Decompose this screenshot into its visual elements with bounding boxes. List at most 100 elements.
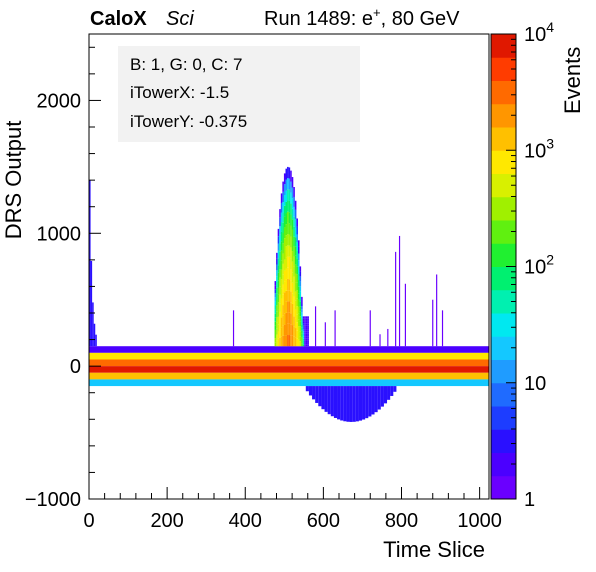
pulse-cell bbox=[301, 306, 303, 310]
pulse-cell bbox=[280, 212, 283, 223]
undershoot-cell bbox=[365, 386, 369, 419]
pulse-cell bbox=[274, 289, 277, 294]
pulse-cell bbox=[296, 314, 298, 323]
pulse-cell bbox=[283, 249, 286, 260]
pulse-cell bbox=[285, 257, 288, 269]
z-tick-label: 1 bbox=[524, 489, 535, 511]
pulse-cell bbox=[290, 225, 292, 237]
pulse-cell bbox=[290, 269, 292, 281]
pulse-cell bbox=[279, 269, 281, 278]
undershoot-cell bbox=[321, 386, 325, 410]
pulse-cell bbox=[297, 326, 300, 333]
pulse-cell bbox=[282, 294, 284, 306]
pulse-cell bbox=[297, 266, 300, 274]
y-axis-label: DRS Output bbox=[1, 121, 26, 240]
pulse-cell bbox=[287, 189, 289, 201]
pulse-cell bbox=[304, 318, 306, 321]
pulse-cell bbox=[282, 305, 284, 316]
pulse-cell bbox=[296, 282, 298, 291]
undershoot-cell bbox=[393, 386, 397, 392]
pulse-cell bbox=[299, 316, 302, 322]
undershoot-cell bbox=[368, 386, 372, 417]
pulse-cell bbox=[294, 246, 297, 256]
pulse-cell bbox=[291, 261, 294, 273]
noise-spike bbox=[404, 283, 406, 347]
run-label: Run 1489: e+, 80 GeV bbox=[264, 5, 460, 30]
x-tick-label: 400 bbox=[229, 510, 262, 532]
pulse-cell bbox=[301, 321, 303, 325]
z-tick-label: 104 bbox=[524, 19, 554, 46]
pulse-cell bbox=[296, 322, 298, 331]
pulse-cell bbox=[279, 260, 281, 270]
pulse-cell bbox=[280, 327, 283, 337]
pulse-cell bbox=[302, 321, 305, 324]
pulse-cell bbox=[283, 292, 286, 304]
pulse-cell bbox=[279, 286, 281, 295]
pulse-cell bbox=[297, 246, 300, 254]
pulse-cell bbox=[274, 305, 277, 310]
undershoot-cell bbox=[380, 386, 384, 407]
pulse-cell bbox=[293, 256, 295, 267]
pulse-cell bbox=[274, 342, 277, 347]
undershoot-cell bbox=[324, 386, 328, 412]
pulse-cell bbox=[288, 200, 291, 213]
pulse-cell bbox=[288, 312, 291, 324]
undershoot-cell bbox=[330, 386, 334, 417]
pulse-cell bbox=[305, 316, 308, 319]
pulse-cell bbox=[280, 317, 283, 328]
pulse-cell bbox=[301, 315, 303, 319]
pulse-cell bbox=[293, 246, 295, 257]
pulse-cell bbox=[285, 224, 288, 236]
pulse-cell bbox=[277, 272, 280, 281]
pulse-cell bbox=[276, 299, 278, 306]
pulse-cell bbox=[276, 328, 278, 335]
pulse-cell bbox=[294, 300, 297, 310]
pulse-cell bbox=[294, 237, 297, 247]
noise-spike bbox=[441, 310, 444, 347]
pulse-cell bbox=[294, 337, 297, 347]
pulse-cell bbox=[305, 327, 308, 330]
undershoot-cell bbox=[387, 386, 391, 400]
pulse-cell bbox=[288, 234, 291, 246]
pulse-cell bbox=[280, 231, 283, 242]
pulse-cell bbox=[283, 184, 286, 196]
pulse-cell bbox=[297, 273, 300, 281]
pulse-cell bbox=[283, 324, 286, 336]
pulse-cell bbox=[288, 323, 291, 336]
pulse-cell bbox=[288, 279, 291, 291]
pulse-cell bbox=[302, 325, 305, 328]
pulse-cell bbox=[302, 338, 305, 341]
pulse-cell bbox=[291, 251, 294, 262]
pulse-cell bbox=[279, 234, 281, 244]
pulse-cell bbox=[274, 321, 277, 326]
pulse-cell bbox=[280, 250, 283, 261]
pulse-cell bbox=[283, 216, 286, 228]
pulse-cell bbox=[282, 284, 284, 295]
pulse-cell bbox=[279, 294, 281, 304]
pulse-cell bbox=[297, 319, 300, 327]
pulse-cell bbox=[305, 318, 308, 321]
pulse-cell bbox=[305, 340, 308, 343]
pulse-cell bbox=[280, 298, 283, 309]
pulse-cell bbox=[277, 309, 280, 317]
pulse-cell bbox=[296, 250, 298, 259]
pulse-cell bbox=[299, 321, 302, 327]
noise-spike bbox=[314, 306, 317, 347]
pulse-cell bbox=[285, 279, 288, 291]
pulse-cell bbox=[288, 301, 291, 313]
info-line-3: iTowerY: -0.375 bbox=[130, 112, 247, 131]
pulse-cell bbox=[304, 320, 306, 322]
pulse-cell bbox=[307, 318, 309, 321]
pulse-cell bbox=[299, 326, 302, 332]
decay-cell bbox=[90, 260, 93, 347]
undershoot-cell bbox=[315, 386, 319, 403]
undershoot-cell bbox=[337, 386, 341, 420]
pulse-cell bbox=[305, 344, 308, 347]
decay-cell bbox=[93, 323, 96, 347]
pulse-cell bbox=[307, 340, 309, 343]
color-bar-cell bbox=[491, 57, 516, 81]
pulse-cell bbox=[296, 290, 298, 299]
pulse-cell bbox=[301, 299, 303, 304]
pulse-cell bbox=[299, 341, 302, 347]
pulse-cell bbox=[293, 206, 295, 217]
